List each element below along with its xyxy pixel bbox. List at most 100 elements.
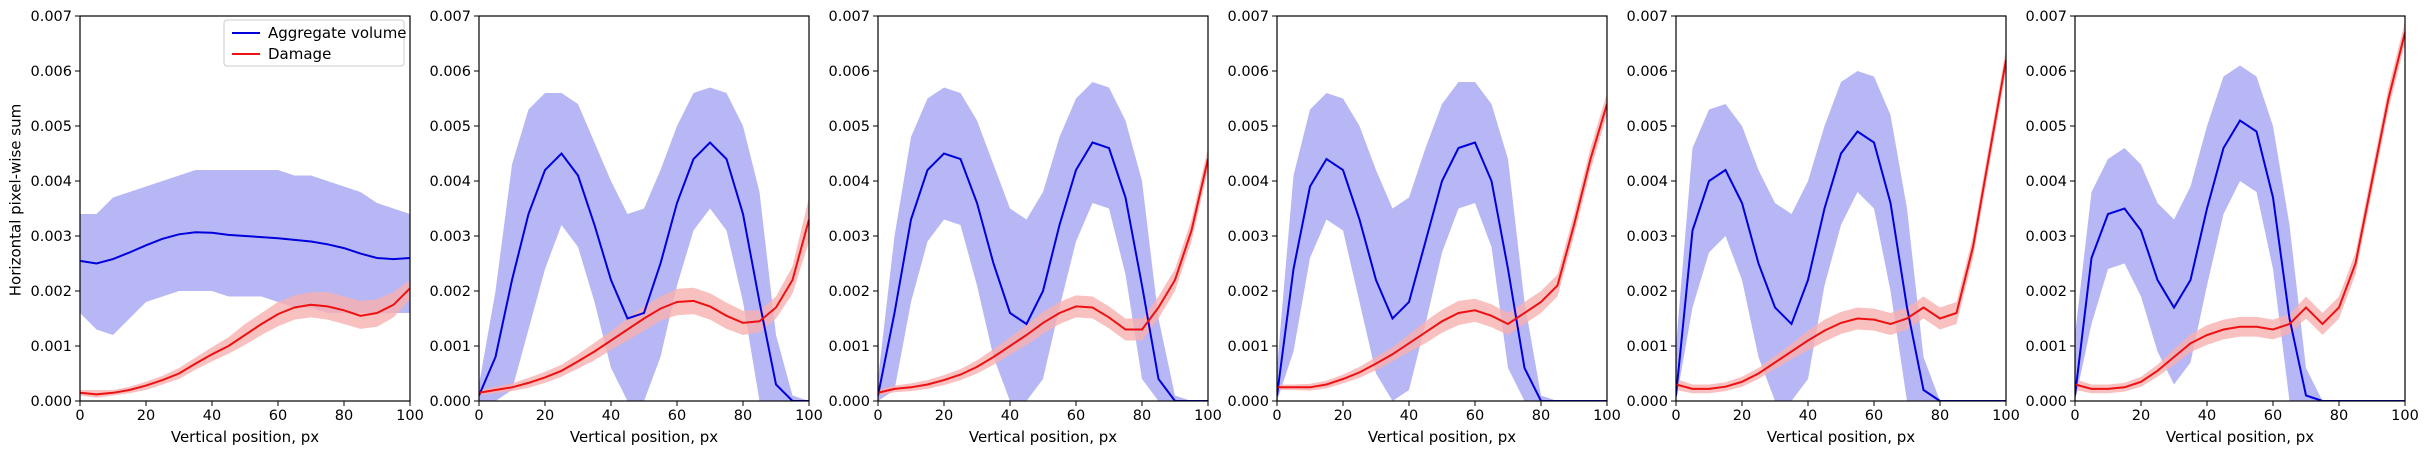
volume-line bbox=[2075, 119, 2405, 401]
y-tick-label: 0.001 bbox=[30, 339, 72, 355]
damage-line bbox=[80, 287, 410, 396]
damage-line bbox=[1277, 103, 1607, 389]
panel-5: 0 20 40 60 80 100 0.000 0.001 0.002 0.003 0.004 0.0… bbox=[1626, 9, 2019, 446]
volume-line bbox=[479, 141, 809, 401]
axes-frame bbox=[1675, 15, 2007, 402]
y-tick-label: 0.003 bbox=[30, 229, 72, 245]
x-tick-label: 0 bbox=[2070, 408, 2079, 424]
y-tick-label: 0.007 bbox=[828, 9, 870, 25]
legend-entry-damage: Damage bbox=[268, 45, 331, 63]
y-tick-label: 0.005 bbox=[828, 119, 870, 135]
damage-line bbox=[878, 158, 1208, 394]
x-tick-label: 80 bbox=[1133, 408, 1151, 424]
x-tick-label: 20 bbox=[1733, 408, 1751, 424]
damage-line bbox=[1676, 59, 2006, 390]
damage-line bbox=[2075, 32, 2405, 390]
y-tick-label: 0.000 bbox=[2025, 394, 2067, 410]
y-tick-label: 0.007 bbox=[429, 9, 471, 25]
x-tick-label: 40 bbox=[602, 408, 620, 424]
panel-3: 0 20 40 60 80 100 0.000 0.001 0.002 0.003 0.004 0.0… bbox=[828, 9, 1221, 446]
plot-area bbox=[878, 82, 1208, 401]
axes-frame bbox=[877, 15, 1209, 402]
y-tick-label: 0.003 bbox=[1626, 229, 1668, 245]
y-tick-label: 0.004 bbox=[30, 174, 72, 190]
y-tick-label: 0.003 bbox=[2025, 229, 2067, 245]
panel-4: 0 20 40 60 80 100 0.000 0.001 0.002 0.003 0.004 0.0… bbox=[1227, 9, 1620, 446]
y-tick-label: 0.004 bbox=[2025, 174, 2067, 190]
y-tick-label: 0.006 bbox=[429, 64, 471, 80]
x-tick-label: 60 bbox=[269, 408, 287, 424]
x-axis-label: Vertical position, px bbox=[2166, 428, 2314, 446]
x-tick-label: 0 bbox=[75, 408, 84, 424]
x-tick-label: 60 bbox=[668, 408, 686, 424]
x-tick-label: 40 bbox=[1001, 408, 1019, 424]
x-tick-label: 100 bbox=[1992, 408, 2020, 424]
y-tick-label: 0.002 bbox=[828, 284, 870, 300]
damage-band bbox=[2075, 21, 2405, 394]
x-tick-label: 0 bbox=[1671, 408, 1680, 424]
y-tick-label: 0.004 bbox=[1626, 174, 1668, 190]
y-tick-label: 0.002 bbox=[1227, 284, 1269, 300]
x-tick-label: 20 bbox=[935, 408, 953, 424]
y-tick-label: 0.001 bbox=[429, 339, 471, 355]
x-tick-label: 100 bbox=[2391, 408, 2419, 424]
y-tick-label: 0.000 bbox=[1227, 394, 1269, 410]
y-tick-label: 0.006 bbox=[1227, 64, 1269, 80]
y-tick-label: 0.002 bbox=[429, 284, 471, 300]
x-axis-label: Vertical position, px bbox=[171, 428, 319, 446]
y-tick-label: 0.007 bbox=[2025, 9, 2067, 25]
x-tick-label: 40 bbox=[1400, 408, 1418, 424]
x-axis-label: Vertical position, px bbox=[1767, 428, 1915, 446]
x-tick-label: 20 bbox=[1334, 408, 1352, 424]
x-tick-label: 80 bbox=[1532, 408, 1550, 424]
y-tick-label: 0.004 bbox=[828, 174, 870, 190]
volume-band bbox=[1277, 82, 1607, 401]
y-tick-label: 0.007 bbox=[1626, 9, 1668, 25]
legend-entry-aggregate-volume: Aggregate volume bbox=[268, 24, 407, 42]
plot-area bbox=[2075, 21, 2405, 401]
y-tick-label: 0.004 bbox=[429, 174, 471, 190]
y-tick-label: 0.000 bbox=[828, 394, 870, 410]
x-tick-label: 80 bbox=[734, 408, 752, 424]
x-tick-label: 80 bbox=[2330, 408, 2348, 424]
x-tick-label: 60 bbox=[2264, 408, 2282, 424]
x-tick-label: 20 bbox=[2132, 408, 2150, 424]
volume-line bbox=[878, 141, 1208, 401]
y-tick-label: 0.002 bbox=[2025, 284, 2067, 300]
x-axis-label: Vertical position, px bbox=[969, 428, 1117, 446]
y-tick-label: 0.005 bbox=[1626, 119, 1668, 135]
x-tick-label: 0 bbox=[474, 408, 483, 424]
x-tick-label: 20 bbox=[536, 408, 554, 424]
y-tick-label: 0.004 bbox=[1227, 174, 1269, 190]
x-tick-label: 80 bbox=[335, 408, 353, 424]
x-tick-label: 100 bbox=[795, 408, 823, 424]
y-axis-label: Horizontal pixel-wise sum bbox=[7, 104, 25, 296]
volume-line bbox=[1277, 141, 1607, 401]
x-tick-label: 20 bbox=[137, 408, 155, 424]
y-tick-label: 0.000 bbox=[1626, 394, 1668, 410]
y-tick-label: 0.001 bbox=[2025, 339, 2067, 355]
plot-area bbox=[80, 170, 410, 398]
x-tick-label: 80 bbox=[1931, 408, 1949, 424]
y-tick-label: 0.001 bbox=[1626, 339, 1668, 355]
y-tick-label: 0.001 bbox=[1227, 339, 1269, 355]
y-tick-label: 0.002 bbox=[30, 284, 72, 300]
damage-line bbox=[479, 219, 809, 394]
x-tick-label: 40 bbox=[2198, 408, 2216, 424]
x-tick-label: 40 bbox=[1799, 408, 1817, 424]
axes-frame bbox=[1276, 15, 1608, 402]
x-tick-label: 0 bbox=[1272, 408, 1281, 424]
panel-6: 0 20 40 60 80 100 0.000 0.001 0.002 0.003 0.004 0.0… bbox=[2025, 9, 2418, 446]
legend-frame bbox=[223, 19, 405, 67]
y-tick-label: 0.003 bbox=[1227, 229, 1269, 245]
axes-frame bbox=[478, 15, 810, 402]
y-tick-label: 0.001 bbox=[828, 339, 870, 355]
volume-band bbox=[878, 82, 1208, 401]
y-tick-label: 0.000 bbox=[429, 394, 471, 410]
panels: 0 20 40 60 80 100 0.000 0.001 0.002 0.003 0.004 0.0… bbox=[30, 9, 2418, 446]
y-tick-label: 0.003 bbox=[828, 229, 870, 245]
plot-area bbox=[479, 87, 809, 401]
y-tick-label: 0.003 bbox=[429, 229, 471, 245]
panel-1: 0 20 40 60 80 100 0.000 0.001 0.002 0.003 0.004 0.0… bbox=[30, 9, 423, 446]
